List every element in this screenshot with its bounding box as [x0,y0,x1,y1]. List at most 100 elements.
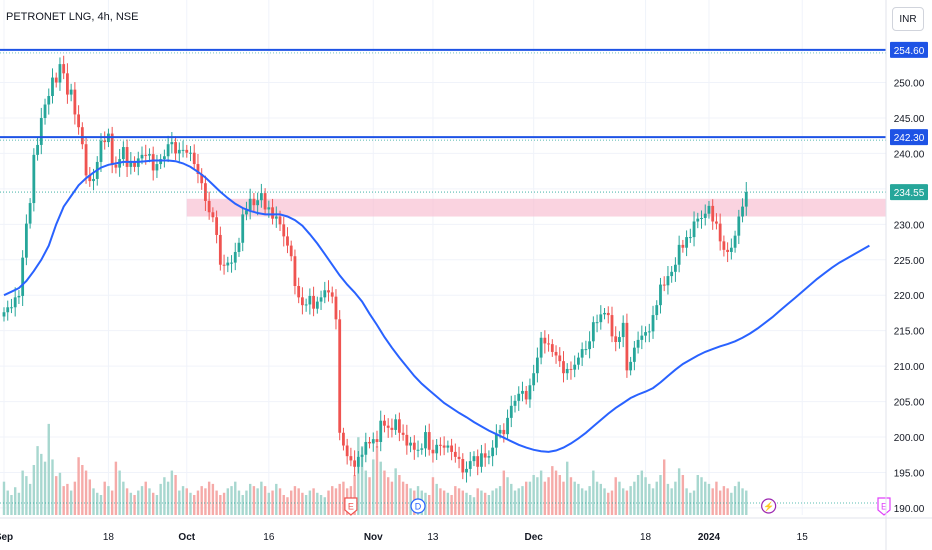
earnings-marker [344,497,358,516]
candle-body [558,355,562,362]
y-tick-label: 215.00 [894,327,925,338]
y-tick-label: 240.00 [894,149,925,160]
volume-bar [211,483,215,515]
volume-bar [62,486,65,515]
candle-body [453,451,457,457]
candle-body [17,295,21,298]
candle-body [565,368,569,374]
candle-body [737,216,741,236]
volume-bar [517,488,520,515]
volume-bar [629,486,632,515]
candle-body [88,175,92,182]
volume-bar [118,470,121,515]
candle-body [550,344,554,352]
volume-bars [2,423,748,515]
last-price-label: 234.55 [894,188,925,199]
volume-bar [271,490,274,515]
symbol-title[interactable]: PETRONET LNG, 4h, NSE [6,11,139,23]
candle-body [659,284,662,306]
dividend-marker-label: D [415,502,422,512]
volume-bar [536,477,539,515]
volume-bar [248,483,252,515]
candle-body [159,159,163,165]
horizontal-levels[interactable] [0,48,886,504]
volume-bar [715,481,718,515]
volume-bar [424,492,427,515]
candle-body [457,456,461,459]
candle-body [584,349,588,351]
volume-bar [741,488,744,515]
candle-body [573,364,577,370]
candle-body [364,441,368,455]
volume-bar [159,483,162,515]
candle-body [405,434,409,446]
candle-body [80,127,84,145]
volume-bar [648,483,651,515]
candle-body [13,297,17,308]
candle-body [330,292,334,297]
candle-body [189,152,192,154]
candle-body [439,444,442,446]
candle-body [237,242,241,252]
candle-body [681,244,685,248]
volume-bar [375,446,379,515]
volume-bar [636,475,640,515]
x-tick-label: 18 [103,532,115,543]
candle-body [674,264,677,272]
volume-bar [96,492,99,515]
candle-body [308,295,312,305]
last-price-label-bg [890,184,928,201]
volume-bar [569,477,573,515]
candle-body [103,140,107,143]
candle-body [692,221,696,238]
volume-bar [681,475,685,515]
volume-bar [43,461,47,515]
candle-body [711,205,715,222]
volume-bar [711,488,714,515]
volume-bar [226,488,229,515]
volume-bar [450,495,453,515]
grid [0,0,886,515]
volume-bar [342,481,345,515]
volume-bar [409,488,412,515]
volume-bar [92,488,95,515]
volume-bar [483,492,487,515]
volume-bar [592,470,595,515]
candle-body [125,147,129,167]
candle-body [446,445,450,448]
x-tick-label: 2024 [698,532,721,543]
x-tick-label: 16 [263,532,275,543]
candlesticks [2,55,748,483]
volume-bar [25,476,28,515]
volume-bar [323,497,326,515]
volume-bar [58,472,62,515]
volume-bar [84,470,88,515]
event-markers[interactable]: E D ⚡ E [344,497,891,516]
candle-body [155,164,159,171]
volume-bar [372,459,375,515]
candle-body [282,224,286,237]
candle-body [722,241,726,250]
volume-bar [47,423,50,515]
volume-bar [621,488,625,515]
candle-body [293,256,297,287]
candle-body [524,390,528,400]
volume-bar [528,481,532,515]
volume-bar [480,490,483,515]
volume-bar [677,468,681,515]
volume-bar [334,488,338,515]
candle-body [636,339,640,348]
volume-bar [304,495,308,515]
volume-bar [610,490,614,515]
candle-body [360,454,364,457]
volume-bar [353,475,356,515]
level-price-label: 254.60 [894,46,925,57]
currency-button[interactable]: INR [892,7,924,31]
candle-body [741,206,744,217]
candle-body [297,286,301,298]
candle-body [535,357,539,374]
volume-bar [178,490,181,515]
candle-body [207,200,211,213]
